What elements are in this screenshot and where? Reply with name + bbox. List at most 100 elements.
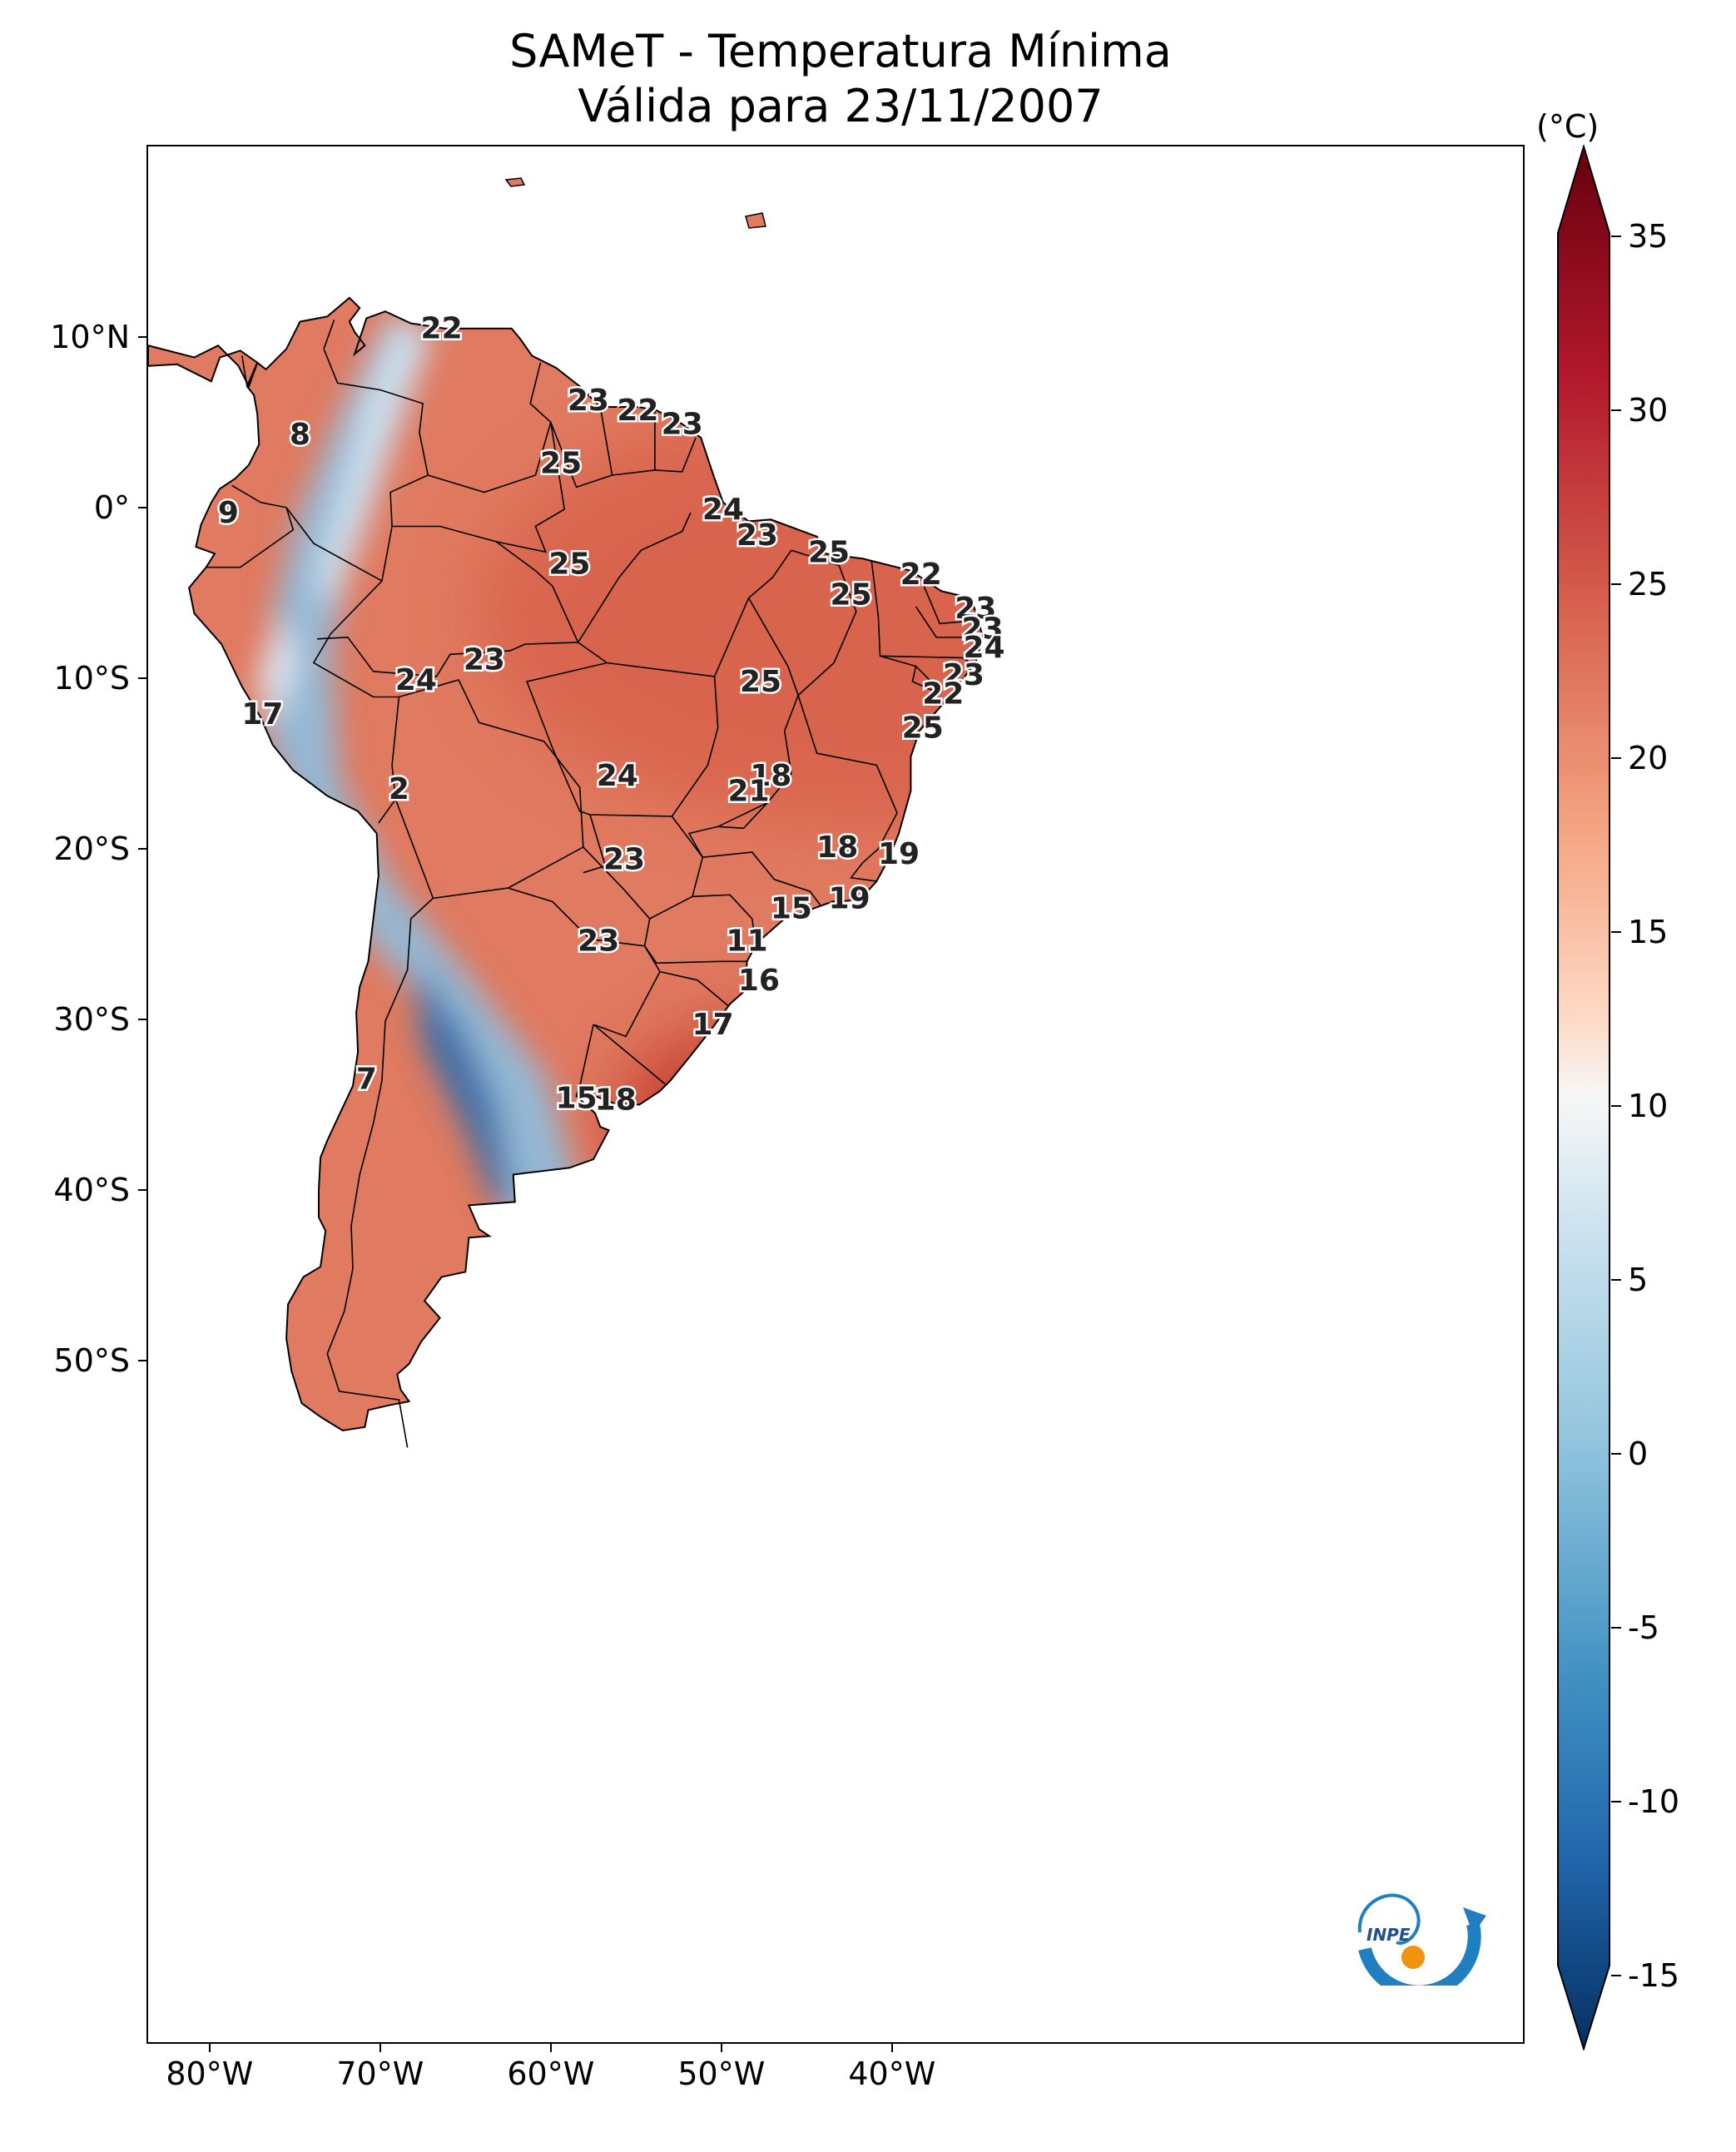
colorbar-tick-label: 10 bbox=[1628, 1088, 1669, 1124]
map-panel: 22 23 22 23 8 25 24 9 23 25 25 22 25 23 23 24 23 24 25 23 22… bbox=[146, 145, 1525, 2044]
border-line bbox=[702, 851, 821, 906]
border-line bbox=[496, 422, 566, 553]
inpe-logo: INPE bbox=[1357, 1893, 1486, 1986]
temperature-label: 25 bbox=[902, 711, 944, 745]
border-line bbox=[578, 1024, 594, 1087]
border-line bbox=[797, 695, 898, 863]
colorbar-tick-label: 25 bbox=[1628, 566, 1669, 602]
lat-tick bbox=[138, 1360, 146, 1361]
colorbar-tick bbox=[1611, 1453, 1621, 1455]
lon-tick bbox=[208, 2044, 211, 2052]
colorbar-tick-label: 35 bbox=[1628, 218, 1669, 255]
temperature-label: 23 bbox=[737, 518, 778, 553]
lat-tick bbox=[138, 848, 146, 850]
map-subtitle: Válida para 23/11/2007 bbox=[578, 80, 1104, 132]
temperature-label: 24 bbox=[395, 663, 437, 697]
border-line bbox=[427, 362, 552, 493]
border-line bbox=[241, 355, 248, 387]
lon-tick bbox=[720, 2044, 722, 2052]
coastline bbox=[148, 296, 984, 1432]
colorbar-tick bbox=[1611, 1105, 1621, 1107]
temperature-label: 25 bbox=[831, 578, 872, 612]
border-line bbox=[206, 484, 295, 568]
border-line bbox=[915, 606, 981, 638]
lat-tick bbox=[138, 1189, 146, 1191]
temperature-label: 19 bbox=[878, 837, 920, 871]
border-line bbox=[911, 666, 940, 695]
temperature-label: 23 bbox=[568, 384, 609, 418]
temperature-label: 25 bbox=[548, 548, 590, 582]
temperature-label: 25 bbox=[808, 535, 850, 569]
colorbar-tick-label: 15 bbox=[1628, 914, 1669, 950]
border-line bbox=[392, 525, 579, 643]
border-line bbox=[850, 861, 877, 882]
colorbar-tick bbox=[1611, 1627, 1621, 1629]
colorbar-tick-label: 0 bbox=[1628, 1435, 1649, 1472]
temperature-label: 15 bbox=[556, 1081, 598, 1115]
colorbar-tick-label: 30 bbox=[1628, 392, 1669, 429]
border-line bbox=[717, 802, 768, 830]
colorbar-tick-label: 5 bbox=[1628, 1262, 1649, 1298]
colorbar-tick bbox=[1611, 1801, 1621, 1802]
lat-label: 30°S bbox=[53, 1001, 130, 1038]
temperature-label: 18 bbox=[595, 1083, 637, 1117]
temperature-label: 17 bbox=[692, 1008, 734, 1042]
border-line bbox=[593, 1024, 666, 1085]
border-line bbox=[583, 814, 607, 874]
colorbar-tick bbox=[1611, 931, 1621, 933]
colorbar-tick bbox=[1611, 1975, 1621, 1976]
temperature-label: 25 bbox=[740, 665, 781, 699]
temperature-label: 11 bbox=[727, 925, 768, 959]
state-borders bbox=[206, 320, 981, 1448]
lat-label: 0° bbox=[93, 489, 130, 526]
temperature-label: 23 bbox=[464, 642, 505, 677]
temperature-label: 19 bbox=[829, 881, 870, 915]
inpe-logo-text: INPE bbox=[1366, 1925, 1411, 1945]
lat-label: 50°S bbox=[53, 1342, 130, 1379]
temperature-label: 23 bbox=[578, 925, 619, 959]
lat-label: 10°N bbox=[50, 319, 130, 355]
temperature-label: 17 bbox=[241, 697, 283, 731]
border-line bbox=[880, 655, 975, 666]
lat-tick bbox=[138, 1019, 146, 1020]
temperature-label: 21 bbox=[728, 774, 770, 808]
border-line bbox=[550, 406, 613, 488]
border-line bbox=[323, 320, 335, 350]
temperature-label: 18 bbox=[816, 831, 858, 865]
border-line bbox=[791, 549, 857, 697]
border-line bbox=[285, 507, 400, 824]
temperature-label: 2 bbox=[389, 772, 409, 806]
temperature-label: 24 bbox=[597, 759, 638, 793]
colorbar-tick-label: -10 bbox=[1628, 1783, 1680, 1820]
border-line bbox=[687, 731, 792, 858]
temperature-label: 9 bbox=[218, 496, 239, 530]
temperature-label: 7 bbox=[356, 1063, 377, 1097]
border-line bbox=[577, 512, 692, 643]
colorbar-tick-label: 20 bbox=[1628, 740, 1669, 776]
lat-label: 40°S bbox=[53, 1172, 130, 1208]
lon-tick bbox=[379, 2044, 381, 2052]
lon-label: 80°W bbox=[166, 2055, 254, 2092]
border-line bbox=[593, 945, 661, 1038]
temperature-label: 23 bbox=[662, 408, 703, 442]
border-line bbox=[316, 636, 715, 677]
lon-label: 50°W bbox=[677, 2055, 766, 2092]
border-line bbox=[643, 945, 747, 964]
lon-label: 70°W bbox=[336, 2055, 424, 2092]
temperature-label: 23 bbox=[943, 658, 985, 692]
map-title: SAMeT - Temperatura Mínima bbox=[509, 25, 1172, 77]
colorbar bbox=[1557, 145, 1610, 2050]
lon-label: 60°W bbox=[507, 2055, 595, 2092]
lat-tick bbox=[138, 336, 146, 338]
border-line bbox=[920, 578, 980, 625]
lat-tick bbox=[138, 507, 146, 508]
lon-label: 40°W bbox=[848, 2055, 936, 2092]
colorbar-tick bbox=[1611, 409, 1621, 411]
temperature-label: 18 bbox=[750, 759, 791, 793]
lon-tick bbox=[890, 2044, 893, 2052]
colorbar-tick-label: -5 bbox=[1628, 1609, 1659, 1646]
temperature-label: 24 bbox=[963, 631, 1004, 665]
border-line bbox=[654, 437, 697, 473]
lat-label: 20°S bbox=[53, 831, 130, 867]
